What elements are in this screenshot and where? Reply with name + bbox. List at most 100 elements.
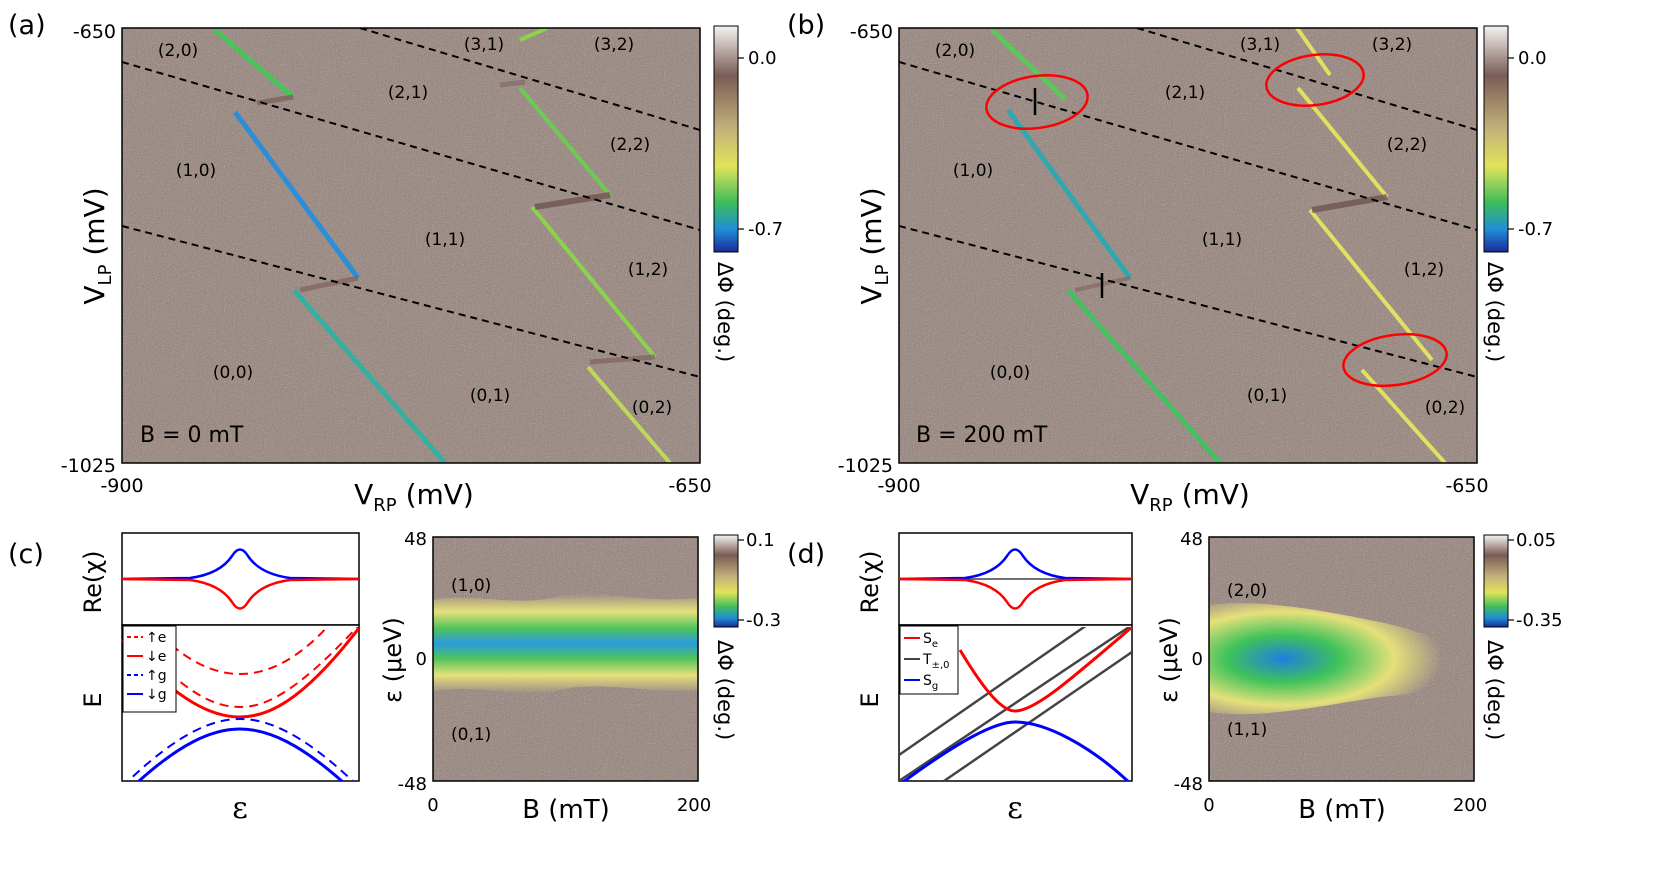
state-label: (2,0) xyxy=(1227,581,1267,601)
charge-labels: (2,0) (3,1) (3,2) (2,1) (2,2) (1,0) (1,1… xyxy=(158,35,672,418)
re-chi-blue-curve xyxy=(898,548,1133,581)
y-axis-label: VLP (mV) xyxy=(855,187,893,304)
resonance-band xyxy=(1209,603,1474,715)
epsilon-label: ε xyxy=(1007,791,1023,826)
charge-labels: (2,0) (3,1) (3,2) (2,1) (2,2) (1,0) (1,1… xyxy=(935,35,1465,418)
field-label: B = 0 mT xyxy=(140,423,244,448)
energy-label: E xyxy=(856,692,884,707)
colorbar xyxy=(713,25,739,253)
y-axis-label: ε (μeV) xyxy=(1155,617,1183,703)
dashed-line xyxy=(122,225,700,378)
colorbar xyxy=(1483,534,1509,628)
charge-label: (0,0) xyxy=(990,363,1030,383)
panel-letter: (c) xyxy=(8,539,44,570)
legend-entry: Se xyxy=(923,631,938,650)
x-tick: 200 xyxy=(677,795,711,816)
y-tick: -1025 xyxy=(61,455,116,477)
field-label: B = 200 mT xyxy=(916,423,1048,448)
colorbar-label: ΔΦ (deg.) xyxy=(1483,262,1507,362)
interdot-line xyxy=(534,192,611,210)
transition-line xyxy=(1066,288,1222,463)
colorbar xyxy=(1483,25,1509,253)
re-chi-label: Re(χ) xyxy=(79,551,107,614)
legend-entry: ↓g xyxy=(146,687,167,703)
colorbar-tick: -0.3 xyxy=(746,610,781,631)
charge-label: (2,1) xyxy=(1165,83,1205,103)
charge-label: (2,1) xyxy=(388,83,428,103)
x-axis-label: B (mT) xyxy=(522,795,610,825)
charge-label: (2,2) xyxy=(1387,135,1427,155)
transition-line xyxy=(232,110,361,280)
charge-label: (3,1) xyxy=(464,35,504,55)
resonance-band xyxy=(433,593,698,694)
state-label: (1,0) xyxy=(451,576,491,596)
y-axis-label: VLP (mV) xyxy=(78,187,116,304)
singlet-g-curve xyxy=(901,720,1130,781)
charge-label: (1,0) xyxy=(953,161,993,181)
epsilon-label: ε xyxy=(232,791,248,826)
panel-letter: (a) xyxy=(8,10,46,41)
transition-line xyxy=(586,365,672,463)
x-axis-label: B (mT) xyxy=(1298,795,1386,825)
map-features xyxy=(122,28,700,463)
panel-letter: (b) xyxy=(787,10,825,41)
colorbar-label: ΔΦ (deg.) xyxy=(1483,640,1507,740)
map-frame xyxy=(898,27,1478,464)
re-chi-label: Re(χ) xyxy=(856,551,884,614)
colorbar-tick: 0.05 xyxy=(1516,530,1556,551)
x-tick: 200 xyxy=(1453,795,1487,816)
transition-line xyxy=(530,205,657,359)
x-tick: -650 xyxy=(1445,475,1488,497)
charge-label: (3,1) xyxy=(1240,35,1280,55)
transition-line xyxy=(213,28,295,99)
y-axis-label: ε (μeV) xyxy=(379,617,407,703)
colorbar-tick: -0.35 xyxy=(1516,610,1563,631)
x-tick: -650 xyxy=(668,475,711,497)
x-tick: 0 xyxy=(427,795,438,816)
re-chi-red-curve xyxy=(121,577,360,610)
highlight-ellipse xyxy=(985,74,1089,130)
highlight-ellipse xyxy=(1265,53,1365,107)
panel-c: (c) Re(χ) ↑e ↓e ↑g ↓g E ε (1, xyxy=(8,529,781,826)
legend-entry: T±,0 xyxy=(922,652,949,671)
y-tick: 48 xyxy=(1180,529,1203,550)
transition-line xyxy=(1295,28,1332,77)
triplet-line xyxy=(943,650,1132,781)
energy-up-g-curve xyxy=(126,717,355,781)
charge-label: (1,2) xyxy=(628,260,668,280)
transition-line xyxy=(519,28,548,42)
energy-label: E xyxy=(79,692,107,707)
legend-entry: ↑g xyxy=(146,668,167,684)
charge-label: (0,2) xyxy=(632,398,672,418)
charge-label: (0,1) xyxy=(1247,386,1287,406)
map-frame xyxy=(1208,536,1475,782)
interdot-line xyxy=(299,275,359,293)
transition-line xyxy=(518,86,612,197)
charge-label: (3,2) xyxy=(594,35,634,55)
y-tick: 0 xyxy=(1192,649,1203,670)
y-tick: -650 xyxy=(850,21,893,43)
map-frame xyxy=(121,27,701,464)
colorbar-label: ΔΦ (deg.) xyxy=(713,640,737,740)
x-axis-label: VRP (mV) xyxy=(354,478,474,516)
state-label: (1,1) xyxy=(1227,720,1267,740)
x-tick: 0 xyxy=(1203,795,1214,816)
charge-label: (0,2) xyxy=(1425,398,1465,418)
interdot-line xyxy=(499,79,526,88)
charge-label: (2,0) xyxy=(158,41,198,61)
legend-entry: ↑e xyxy=(146,630,166,646)
charge-label: (1,1) xyxy=(425,230,465,250)
charge-label: (2,0) xyxy=(935,41,975,61)
panel-d: (d) Re(χ) Se T±,0 Sg E ε (2,0) (1,1) 48 … xyxy=(787,529,1563,826)
legend-entry: Sg xyxy=(923,673,938,692)
panel-b: (b) (2,0) (3,1) (3,2) (2,1) (2,2 xyxy=(787,10,1553,516)
map-frame xyxy=(432,536,699,782)
y-tick: 48 xyxy=(404,529,427,550)
state-label: (0,1) xyxy=(451,725,491,745)
y-tick: 0 xyxy=(416,649,427,670)
colorbar xyxy=(713,534,739,628)
charge-label: (0,0) xyxy=(213,363,253,383)
y-tick: -48 xyxy=(1174,774,1203,795)
y-tick: -1025 xyxy=(838,455,893,477)
